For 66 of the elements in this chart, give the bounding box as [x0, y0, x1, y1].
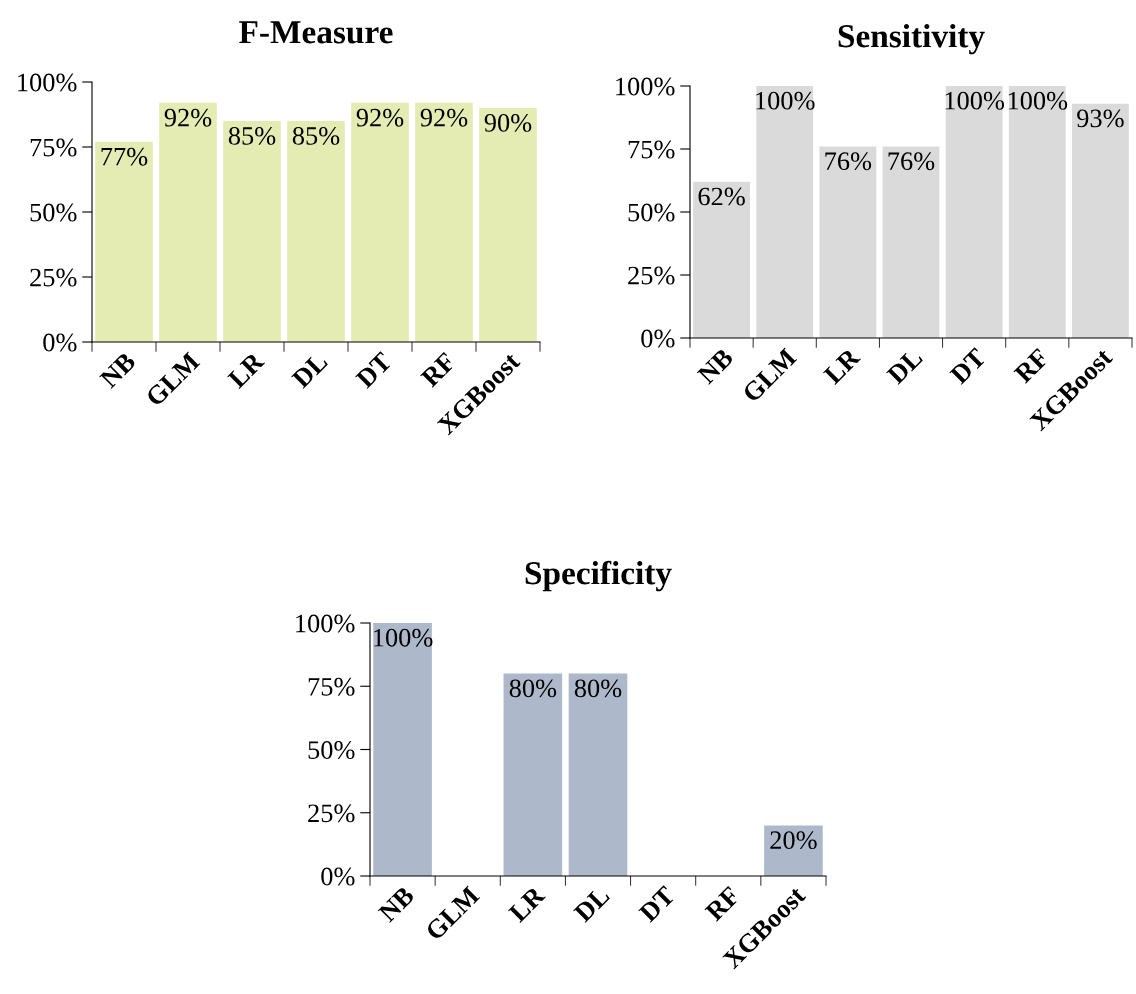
y-tick-label: 75% — [308, 677, 355, 696]
y-tick-label: 75% — [30, 138, 77, 157]
x-tick-label: DT — [355, 351, 393, 389]
x-tick-label: LR — [507, 884, 546, 923]
bar — [945, 86, 1003, 338]
data-label: 90% — [484, 113, 532, 132]
bar — [1008, 86, 1066, 338]
data-label: 92% — [356, 108, 404, 127]
bar — [756, 86, 814, 338]
x-tick-label: LR — [227, 350, 266, 389]
y-tick-label: 0% — [321, 867, 355, 886]
y-tick-label: 50% — [30, 203, 77, 222]
x-tick-label: LR — [822, 346, 861, 385]
x-tick-label: DL — [291, 351, 329, 389]
data-label: 100% — [756, 91, 815, 110]
bar — [415, 102, 473, 342]
bar — [373, 623, 432, 876]
data-label: 100% — [945, 91, 1005, 110]
x-tick-label: DT — [949, 347, 987, 385]
x-tick-label: DL — [573, 885, 611, 923]
data-label: 85% — [228, 126, 276, 145]
data-label: 100% — [374, 628, 433, 647]
x-tick-label: NB — [377, 885, 416, 923]
x-tick-label: DT — [638, 885, 676, 923]
y-tick-label: 0% — [641, 329, 675, 348]
bar — [159, 102, 217, 342]
bar — [568, 673, 628, 876]
y-tick-label: 50% — [308, 741, 355, 759]
y-tick-label: 50% — [628, 203, 675, 222]
y-tick-label: 25% — [308, 804, 355, 823]
data-label: 85% — [292, 126, 340, 145]
y-tick-label: 25% — [30, 268, 77, 287]
data-label: 80% — [509, 679, 557, 698]
x-tick-label: NB — [99, 351, 137, 389]
bar — [95, 141, 153, 342]
data-label: 100% — [1008, 91, 1068, 110]
bar — [223, 121, 281, 342]
data-label: 77% — [101, 147, 148, 166]
x-tick-label: NB — [696, 347, 735, 385]
bar — [503, 673, 563, 876]
chart-title: F-Measure — [239, 21, 393, 44]
bar — [1072, 103, 1129, 338]
y-tick-label: 100% — [616, 77, 675, 96]
y-tick-label: 0% — [43, 333, 77, 352]
data-label: 92% — [420, 108, 468, 127]
bar — [819, 146, 877, 338]
bar — [287, 121, 345, 342]
bar — [693, 181, 750, 338]
bar — [764, 825, 823, 876]
data-label: 76% — [825, 152, 872, 171]
data-label: 92% — [164, 108, 212, 127]
y-tick-label: 75% — [628, 140, 675, 159]
y-tick-label: 25% — [628, 266, 675, 285]
bar — [351, 102, 409, 342]
chart-title: Sensitivity — [838, 23, 985, 55]
bar — [479, 108, 537, 342]
y-tick-label: 100% — [18, 73, 77, 92]
data-label: 76% — [888, 152, 935, 171]
data-label: 93% — [1077, 109, 1124, 128]
data-label: 20% — [770, 831, 817, 850]
x-tick-label: DL — [886, 347, 924, 385]
data-label: 62% — [698, 187, 745, 206]
y-tick-label: 100% — [296, 614, 355, 633]
data-label: 80% — [574, 679, 622, 698]
chart-title: Specificity — [525, 560, 672, 592]
bar — [882, 146, 940, 338]
